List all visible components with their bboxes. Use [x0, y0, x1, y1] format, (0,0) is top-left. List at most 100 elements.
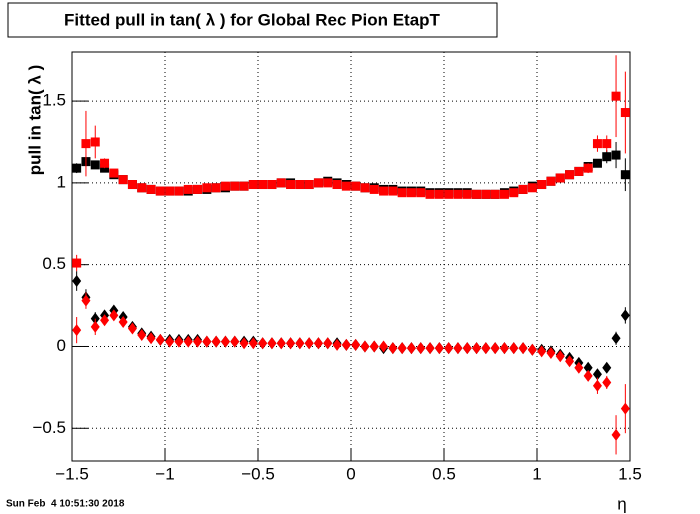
point: [174, 186, 184, 196]
point: [406, 188, 416, 198]
x-tick-label: 1: [532, 464, 541, 483]
point: [72, 163, 82, 173]
point: [100, 314, 110, 327]
point: [369, 340, 379, 353]
point: [183, 184, 193, 194]
point: [509, 342, 519, 355]
point: [509, 188, 519, 198]
point: [239, 337, 249, 350]
point: [611, 91, 621, 101]
point: [611, 428, 621, 441]
point: [323, 337, 333, 350]
point: [276, 178, 286, 188]
point: [583, 361, 593, 374]
point: [332, 338, 342, 351]
point: [267, 337, 277, 350]
point: [555, 350, 565, 363]
point: [100, 158, 110, 168]
point: [295, 180, 305, 190]
point: [360, 340, 370, 353]
point: [434, 342, 444, 355]
point: [72, 275, 82, 288]
plot-frame: [71, 51, 631, 462]
point: [258, 180, 268, 190]
point: [583, 163, 593, 173]
point: [453, 342, 463, 355]
point: [202, 183, 212, 193]
point: [323, 178, 333, 188]
x-tick-label: 1.5: [618, 464, 642, 483]
point: [146, 184, 156, 194]
point: [90, 160, 100, 170]
point: [444, 342, 454, 355]
title-box: [7, 2, 498, 38]
point: [416, 342, 426, 355]
point: [276, 337, 286, 350]
point: [434, 189, 444, 199]
point: [248, 180, 258, 190]
point: [341, 181, 351, 191]
point: [174, 335, 184, 348]
point: [304, 180, 314, 190]
point: [81, 139, 91, 149]
point: [555, 173, 565, 183]
point: [481, 342, 491, 355]
point: [388, 342, 398, 355]
point: [499, 189, 509, 199]
point: [602, 139, 612, 149]
point: [472, 189, 482, 199]
point: [537, 180, 547, 190]
point: [155, 186, 165, 196]
point: [211, 183, 221, 193]
point: [239, 181, 249, 191]
point: [313, 337, 323, 350]
point: [351, 338, 361, 351]
point: [90, 137, 100, 147]
point: [248, 337, 258, 350]
point: [304, 337, 314, 350]
point: [620, 402, 630, 415]
point: [527, 183, 537, 193]
point: [118, 315, 128, 328]
point: [81, 294, 91, 307]
point: [165, 186, 175, 196]
point: [592, 379, 602, 392]
point: [583, 369, 593, 382]
point: [90, 320, 100, 333]
point: [341, 338, 351, 351]
point: [286, 180, 296, 190]
point: [444, 189, 454, 199]
point: [397, 342, 407, 355]
point: [453, 189, 463, 199]
chart-title: Fitted pull in tan( λ ) for Global Rec P…: [64, 10, 441, 29]
point: [193, 184, 203, 194]
point: [137, 183, 147, 193]
point: [425, 189, 435, 199]
y-tick-label: 1: [57, 172, 66, 191]
point: [165, 335, 175, 348]
point: [211, 335, 221, 348]
point: [518, 342, 528, 355]
point: [230, 181, 240, 191]
point: [537, 345, 547, 358]
point: [351, 181, 361, 191]
point: [565, 170, 575, 180]
point: [462, 342, 472, 355]
point: [220, 335, 230, 348]
point: [527, 343, 537, 356]
point: [193, 335, 203, 348]
point: [472, 342, 482, 355]
y-tick-label: 0: [57, 336, 66, 355]
y-tick-label: 0.5: [42, 254, 66, 273]
point: [499, 342, 509, 355]
point: [602, 376, 612, 389]
point: [202, 335, 212, 348]
point: [611, 332, 621, 345]
point: [127, 180, 137, 190]
point: [286, 337, 296, 350]
point: [574, 361, 584, 374]
x-tick-label: −1.5: [55, 464, 89, 483]
y-axis-label: pull in tan( λ ): [25, 65, 44, 176]
point: [155, 333, 165, 346]
point: [406, 342, 416, 355]
